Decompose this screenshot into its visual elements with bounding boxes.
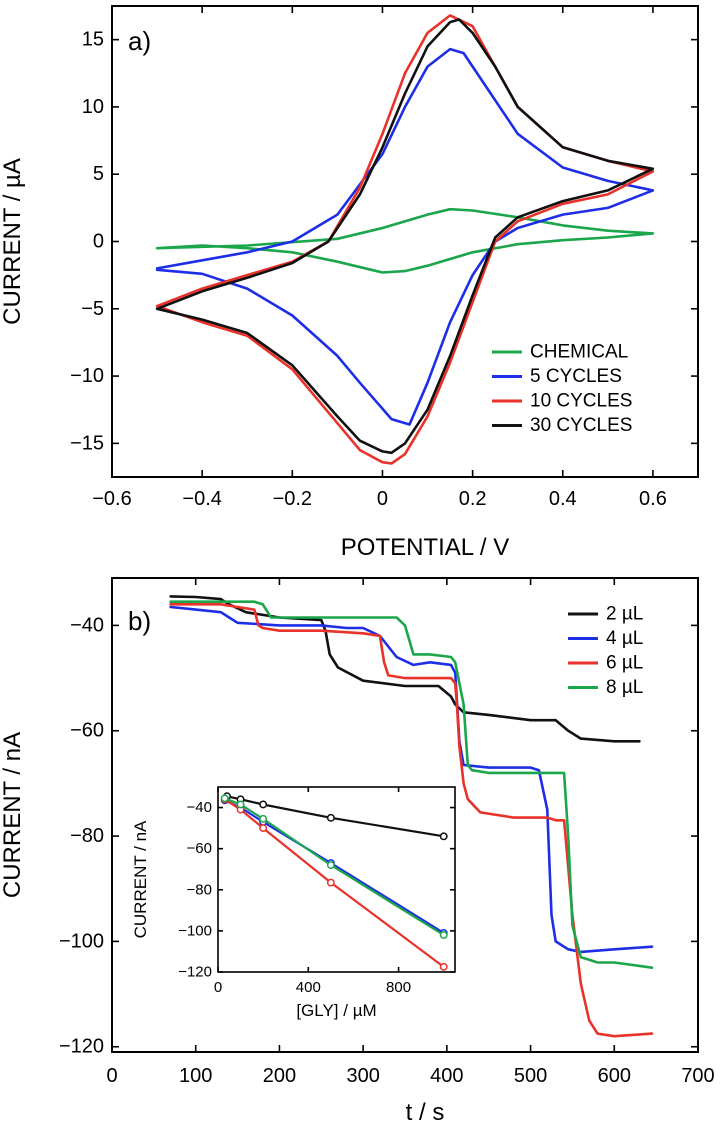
panel-b-x-tick-label: 400 (430, 1065, 463, 1087)
panel-b-legend: 2 µL 4 µL 6 µL 8 µL (568, 604, 643, 698)
panel-b-y-axis-title: CURRENT / nA (0, 732, 26, 898)
panel-a-y-tick-label: −15 (70, 432, 104, 454)
panel-b-inset: 0 400 800 −40 −60 −80 −100 −120 [GLY] / µM CUR… (131, 785, 459, 1032)
inset-series-group (220, 792, 448, 971)
panel-a-x-tick-label: −0.4 (182, 488, 221, 510)
panel-a-legend-label: 10 CYCLES (530, 391, 632, 412)
inset-y-tick-label: −120 (178, 964, 212, 981)
panel-b-x-axis-title: t / s (406, 1099, 445, 1126)
inset-point-2-ul (326, 813, 335, 822)
panel-b-series-8-ul (169, 600, 654, 970)
panel-a-x-tick-label: −0.6 (92, 488, 131, 510)
panel-a-legend-label: 30 CYCLES (530, 415, 632, 436)
panel-a-series-10-cycles (155, 14, 655, 465)
panel-b-x-tick-label: 500 (514, 1065, 547, 1087)
inset-y-tick-label: −100 (178, 922, 212, 939)
panel-b-y-tick-label: −100 (59, 930, 104, 952)
inset-x-tick-label: 800 (386, 979, 411, 996)
panel-b-legend-label: 2 µL (606, 604, 643, 625)
inset-point-6-ul (439, 962, 448, 971)
panel-a: −0.6 −0.4 −0.2 0 0.2 0.4 0.6 −15 −10 −5 0 5 10 15 a)… (0, 5, 699, 561)
panel-a-y-tick-label: −5 (81, 298, 104, 320)
inset-point-2-ul (259, 800, 268, 809)
panel-b-legend-label: 8 µL (606, 677, 643, 698)
inset-y-tick-label: −40 (187, 799, 212, 816)
panel-a-ticks (111, 6, 698, 477)
panel-a-x-tick-label: 0.4 (549, 488, 577, 510)
panel-a-y-tick-label: 15 (82, 29, 104, 51)
panel-b-y-tick-label: −60 (70, 720, 104, 742)
panel-b-x-tick-label: 300 (346, 1065, 379, 1087)
panel-b-y-tick-label: −40 (70, 614, 104, 636)
panel-a-y-tick-label: 5 (93, 163, 104, 185)
inset-x-tick-label: 0 (214, 979, 222, 996)
inset-point-6-ul (259, 824, 268, 833)
panel-b-series-4-ul (169, 605, 654, 954)
panel-b-legend-label: 4 µL (606, 628, 643, 649)
panel-a-x-tick-labels: −0.6 −0.4 −0.2 0 0.2 0.4 0.6 (92, 488, 667, 510)
panel-a-y-tick-label: 0 (93, 231, 104, 253)
panel-b-x-tick-labels: 0 100 200 300 400 500 600 700 (106, 1065, 714, 1087)
inset-point-6-ul (326, 878, 335, 887)
panel-b: 0 100 200 300 400 500 600 700 −40 −60 −80 −100 −120… (0, 577, 715, 1126)
panel-b-x-tick-label: 100 (179, 1065, 212, 1087)
panel-a-legend-label: 5 CYCLES (530, 366, 622, 387)
panel-b-x-tick-label: 0 (106, 1065, 117, 1087)
inset-point-8-ul (439, 931, 448, 939)
inset-y-axis-title: CURRENT / nA (131, 820, 150, 938)
panel-a-y-tick-label: −10 (70, 365, 104, 387)
inset-frame (217, 786, 456, 973)
panel-a-legend-label: CHEMICAL (530, 342, 628, 363)
panel-a-series-group (155, 14, 655, 465)
panel-a-x-tick-label: 0.6 (639, 488, 667, 510)
panel-b-y-tick-label: −80 (70, 825, 104, 847)
panel-b-label: b) (128, 606, 151, 636)
panel-a-x-tick-label: −0.2 (273, 488, 312, 510)
inset-y-tick-label: −60 (187, 840, 212, 857)
panel-b-x-tick-label: 200 (263, 1065, 296, 1087)
panel-a-y-tick-label: 10 (82, 96, 104, 118)
inset-point-8-ul (326, 861, 335, 870)
inset-point-8-ul (236, 800, 245, 809)
panel-b-legend-label: 6 µL (606, 653, 643, 674)
inset-point-8-ul (220, 794, 229, 803)
panel-a-x-tick-label: 0.2 (459, 488, 487, 510)
panel-a-y-axis-title: CURRENT / µA (0, 158, 26, 325)
inset-x-tick-label: 400 (296, 979, 321, 996)
panel-b-series-2-ul (169, 595, 641, 743)
panel-b-x-tick-label: 700 (681, 1065, 714, 1087)
panel-b-y-tick-labels: −40 −60 −80 −100 −120 (59, 614, 104, 1057)
panel-a-x-tick-label: 0 (377, 488, 388, 510)
panel-b-x-tick-label: 600 (598, 1065, 631, 1087)
inset-point-2-ul (439, 832, 448, 841)
panel-a-series-30-cycles (155, 18, 655, 455)
panel-a-legend: CHEMICAL 5 CYCLES 10 CYCLES 30 CYCLES (492, 342, 632, 436)
panel-b-series-group (169, 595, 654, 1038)
panel-b-y-tick-label: −120 (59, 1036, 104, 1058)
inset-y-tick-labels: −40 −60 −80 −100 −120 (178, 799, 212, 980)
panel-b-frame (111, 577, 699, 1053)
panel-a-y-tick-labels: −15 −10 −5 0 5 10 15 (70, 29, 104, 455)
inset-x-tick-labels: 0 400 800 (214, 979, 411, 996)
panel-a-x-axis-title: POTENTIAL / V (341, 534, 509, 561)
inset-point-8-ul (259, 814, 268, 823)
inset-y-tick-label: −80 (187, 881, 212, 898)
inset-x-axis-title: [GLY] / µM (296, 1001, 376, 1020)
panel-a-series-chemical (155, 207, 655, 274)
panel-a-frame (111, 5, 699, 478)
panel-a-label: a) (128, 26, 151, 56)
